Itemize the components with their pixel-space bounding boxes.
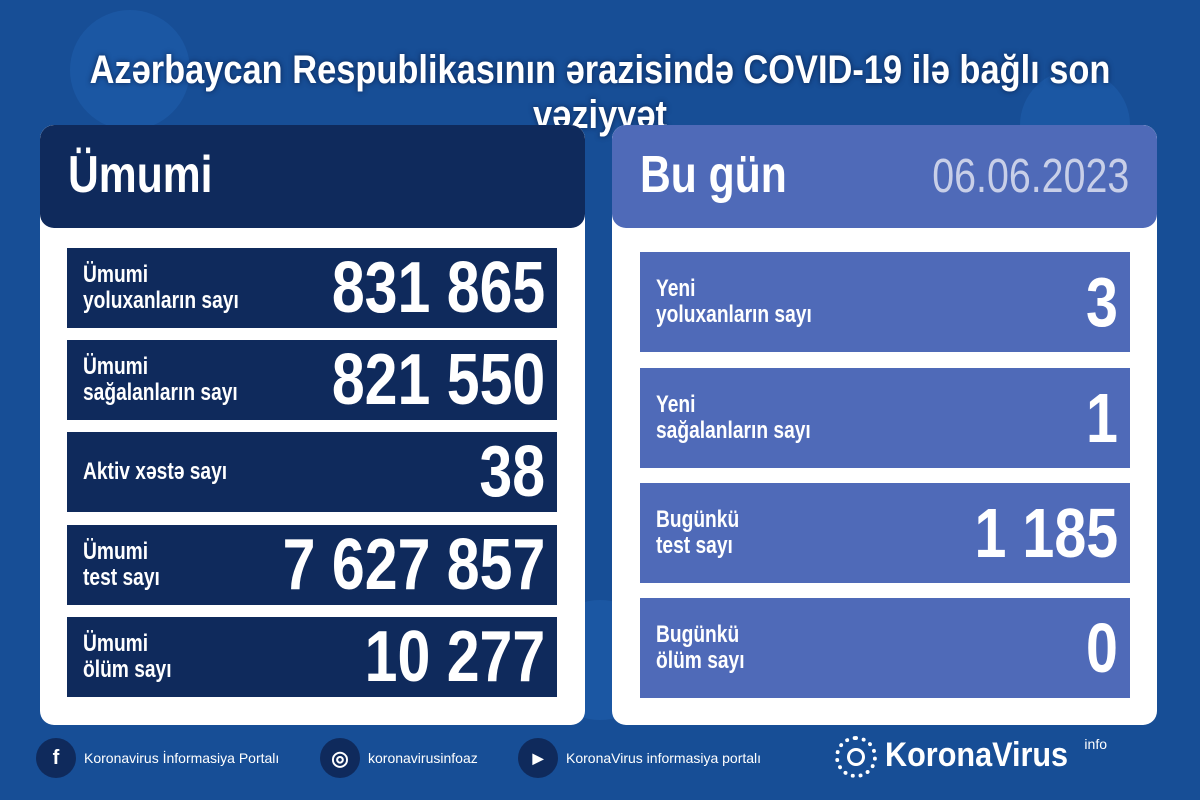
today-heading: Bu gün xyxy=(640,146,787,204)
stat-row: Ümumi sağalanların sayı 821 550 xyxy=(67,340,557,420)
facebook-icon: f xyxy=(36,738,76,778)
youtube-icon: ▶ xyxy=(518,738,558,778)
stat-label: Bugünkü ölüm sayı xyxy=(656,621,745,674)
stat-label: Ümumi ölüm sayı xyxy=(83,630,172,683)
stat-value: 821 550 xyxy=(331,340,545,420)
stat-value: 0 xyxy=(1086,609,1118,687)
stat-label: Ümumi yoluxanların sayı xyxy=(83,261,239,314)
stat-row: Bugünkü test sayı 1 185 xyxy=(640,483,1130,583)
stat-label: Yeni yoluxanların sayı xyxy=(656,275,812,328)
facebook-label: Koronavirus İnformasiya Portalı xyxy=(84,750,280,766)
instagram-label: koronavirusinfoaz xyxy=(368,750,478,766)
stat-label: Aktiv xəstə sayı xyxy=(83,458,228,485)
youtube-link[interactable]: ▶ KoronaVirus informasiya portalı xyxy=(518,738,761,778)
stat-row: Yeni sağalanların sayı 1 xyxy=(640,368,1130,468)
brand-name: KoronaVirus xyxy=(885,736,1069,774)
instagram-icon: ◎ xyxy=(320,738,360,778)
today-panel: Bu gün 06.06.2023 Yeni yoluxanların sayı 3… xyxy=(612,125,1157,725)
today-header: Bu gün 06.06.2023 xyxy=(612,125,1157,228)
virus-decoration xyxy=(70,10,190,130)
stat-label: Ümumi test sayı xyxy=(83,538,160,591)
instagram-link[interactable]: ◎ koronavirusinfoaz xyxy=(320,738,478,778)
total-panel: Ümumi Ümumi yoluxanların sayı 831 865 Ümu… xyxy=(40,125,585,725)
stat-value: 10 277 xyxy=(364,617,545,697)
stat-row: Ümumi yoluxanların sayı 831 865 xyxy=(67,248,557,328)
stat-row: Ümumi test sayı 7 627 857 xyxy=(67,525,557,605)
stat-row: Bugünkü ölüm sayı 0 xyxy=(640,598,1130,698)
stat-value: 3 xyxy=(1086,263,1118,341)
virus-logo-icon xyxy=(835,736,877,778)
stat-value: 1 185 xyxy=(974,494,1118,572)
stat-label: Ümumi sağalanların sayı xyxy=(83,353,238,406)
stat-value: 38 xyxy=(479,432,545,512)
date: 06.06.2023 xyxy=(932,150,1129,203)
koronavirus-logo: KoronaVirus info xyxy=(835,736,1107,778)
stat-row: Aktiv xəstə sayı 38 xyxy=(67,432,557,512)
stat-label: Bugünkü test sayı xyxy=(656,506,740,559)
total-heading: Ümumi xyxy=(68,146,213,204)
facebook-link[interactable]: f Koronavirus İnformasiya Portalı xyxy=(36,738,279,778)
total-header: Ümumi xyxy=(40,125,585,228)
stat-row: Ümumi ölüm sayı 10 277 xyxy=(67,617,557,697)
youtube-label: KoronaVirus informasiya portalı xyxy=(566,750,762,766)
brand-sup: info xyxy=(1084,736,1107,752)
stat-value: 1 xyxy=(1086,379,1118,457)
page-title: Azərbaycan Respublikasının ərazisində CO… xyxy=(89,48,1111,137)
stat-label: Yeni sağalanların sayı xyxy=(656,391,811,444)
stat-row: Yeni yoluxanların sayı 3 xyxy=(640,252,1130,352)
stat-value: 831 865 xyxy=(331,248,545,328)
stat-value: 7 627 857 xyxy=(282,525,545,605)
